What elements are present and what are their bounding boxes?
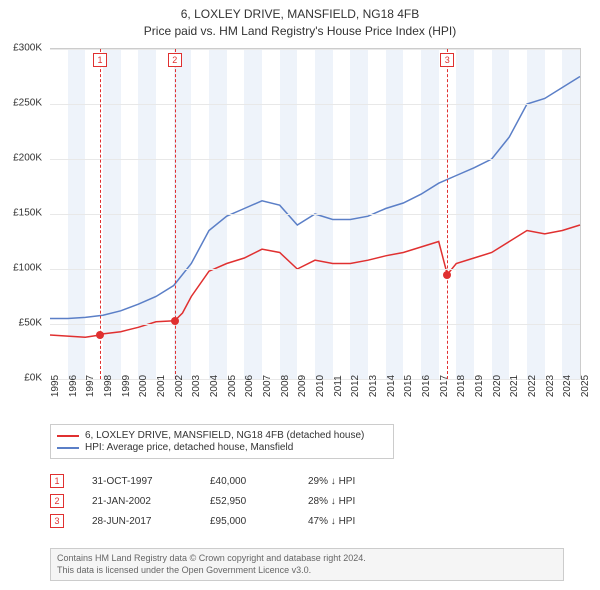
sales-row: 3 28-JUN-2017 £95,000 47% ↓ HPI <box>50 514 398 528</box>
x-tick: 2009 <box>297 375 308 397</box>
marker-badge: 2 <box>168 53 182 67</box>
x-tick: 2003 <box>191 375 202 397</box>
x-tick: 2000 <box>138 375 149 397</box>
y-tick: £300K <box>13 43 42 54</box>
legend-swatch <box>57 447 79 449</box>
plot-area: 1 2 3 <box>50 48 581 379</box>
marker-line <box>447 49 448 379</box>
title-line2: Price paid vs. HM Land Registry's House … <box>0 23 600 40</box>
x-tick: 1999 <box>121 375 132 397</box>
y-tick: £200K <box>13 153 42 164</box>
footer: Contains HM Land Registry data © Crown c… <box>50 548 564 581</box>
x-tick: 2019 <box>474 375 485 397</box>
sales-date: 21-JAN-2002 <box>92 496 182 507</box>
footer-line1: Contains HM Land Registry data © Crown c… <box>57 553 557 565</box>
gridline <box>50 159 580 160</box>
x-tick: 1997 <box>85 375 96 397</box>
sales-price: £52,950 <box>210 496 280 507</box>
gridline <box>50 214 580 215</box>
footer-line2: This data is licensed under the Open Gov… <box>57 565 557 577</box>
series-line <box>50 225 580 337</box>
x-axis: 1995199619971998199920002001200220032004… <box>50 382 580 422</box>
legend-label: HPI: Average price, detached house, Mans… <box>85 442 293 453</box>
sales-diff: 28% ↓ HPI <box>308 496 398 507</box>
sales-date: 28-JUN-2017 <box>92 516 182 527</box>
x-tick: 1996 <box>68 375 79 397</box>
gridline <box>50 49 580 50</box>
x-tick: 2010 <box>315 375 326 397</box>
marker-dot <box>171 317 179 325</box>
legend-row: HPI: Average price, detached house, Mans… <box>57 442 387 453</box>
x-tick: 2017 <box>439 375 450 397</box>
marker-dot <box>96 331 104 339</box>
x-tick: 2011 <box>333 375 344 397</box>
marker-dot <box>443 271 451 279</box>
x-tick: 1998 <box>103 375 114 397</box>
sales-row: 2 21-JAN-2002 £52,950 28% ↓ HPI <box>50 494 398 508</box>
sales-badge: 3 <box>50 514 64 528</box>
legend: 6, LOXLEY DRIVE, MANSFIELD, NG18 4FB (de… <box>50 424 394 459</box>
title-block: 6, LOXLEY DRIVE, MANSFIELD, NG18 4FB Pri… <box>0 0 600 40</box>
sales-badge: 2 <box>50 494 64 508</box>
x-tick: 2012 <box>350 375 361 397</box>
sales-diff: 29% ↓ HPI <box>308 476 398 487</box>
y-tick: £150K <box>13 208 42 219</box>
x-tick: 2025 <box>580 375 591 397</box>
gridline <box>50 104 580 105</box>
legend-row: 6, LOXLEY DRIVE, MANSFIELD, NG18 4FB (de… <box>57 430 387 441</box>
x-tick: 2002 <box>174 375 185 397</box>
chart-container: 6, LOXLEY DRIVE, MANSFIELD, NG18 4FB Pri… <box>0 0 600 590</box>
x-tick: 2005 <box>227 375 238 397</box>
x-tick: 2006 <box>244 375 255 397</box>
y-tick: £250K <box>13 98 42 109</box>
series-line <box>50 77 580 319</box>
x-tick: 1995 <box>50 375 61 397</box>
x-tick: 2024 <box>562 375 573 397</box>
x-tick: 2004 <box>209 375 220 397</box>
sales-price: £40,000 <box>210 476 280 487</box>
sales-diff: 47% ↓ HPI <box>308 516 398 527</box>
x-tick: 2022 <box>527 375 538 397</box>
sales-date: 31-OCT-1997 <box>92 476 182 487</box>
y-tick: £0K <box>24 373 42 384</box>
gridline <box>50 324 580 325</box>
marker-badge: 3 <box>440 53 454 67</box>
gridline <box>50 269 580 270</box>
x-tick: 2021 <box>509 375 520 397</box>
x-tick: 2014 <box>386 375 397 397</box>
sales-badge: 1 <box>50 474 64 488</box>
sales-table: 1 31-OCT-1997 £40,000 29% ↓ HPI 2 21-JAN-2002… <box>50 468 398 534</box>
sales-price: £95,000 <box>210 516 280 527</box>
marker-badge: 1 <box>93 53 107 67</box>
title-line1: 6, LOXLEY DRIVE, MANSFIELD, NG18 4FB <box>0 6 600 23</box>
legend-label: 6, LOXLEY DRIVE, MANSFIELD, NG18 4FB (de… <box>85 430 364 441</box>
sales-row: 1 31-OCT-1997 £40,000 29% ↓ HPI <box>50 474 398 488</box>
x-tick: 2008 <box>280 375 291 397</box>
legend-swatch <box>57 435 79 437</box>
x-tick: 2018 <box>456 375 467 397</box>
x-tick: 2020 <box>492 375 503 397</box>
y-tick: £100K <box>13 263 42 274</box>
x-tick: 2015 <box>403 375 414 397</box>
x-tick: 2013 <box>368 375 379 397</box>
x-tick: 2001 <box>156 375 167 397</box>
x-tick: 2023 <box>545 375 556 397</box>
y-tick: £50K <box>19 318 42 329</box>
marker-line <box>100 49 101 379</box>
x-tick: 2016 <box>421 375 432 397</box>
marker-line <box>175 49 176 379</box>
x-tick: 2007 <box>262 375 273 397</box>
y-axis: £0K£50K£100K£150K£200K£250K£300K <box>0 48 46 378</box>
